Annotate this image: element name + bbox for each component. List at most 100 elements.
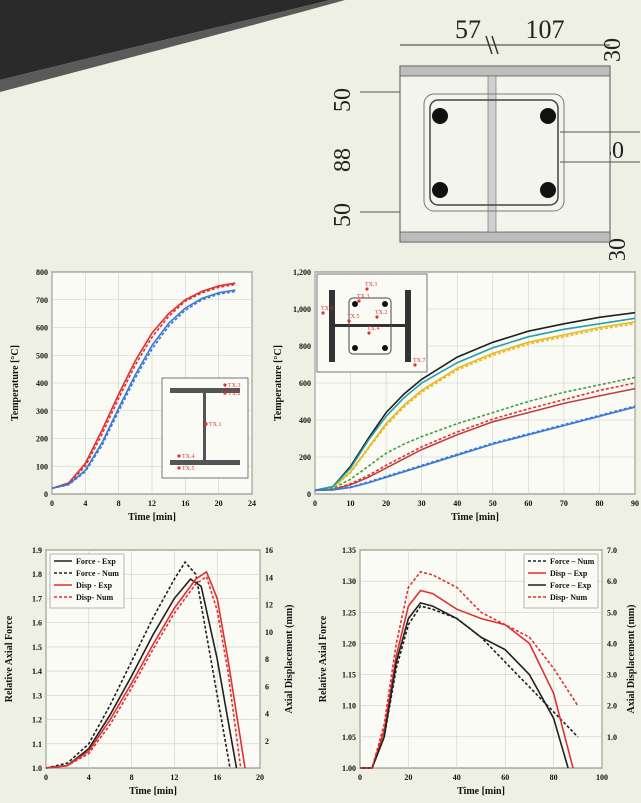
y-axis-label: Temperature [°C]	[273, 345, 284, 421]
x-tick-label: 60	[524, 499, 532, 508]
y-tick-label: 200	[36, 435, 48, 444]
legend-label: Disp - Exp	[76, 581, 113, 590]
thermocouple-label: TX.6	[321, 306, 334, 312]
x-tick-label: 8	[130, 773, 134, 782]
thermocouple-marker	[413, 363, 417, 367]
thermocouple-marker	[204, 422, 208, 426]
x-tick-label: 0	[50, 499, 54, 508]
thermocouple-marker	[177, 466, 181, 470]
series-line	[314, 311, 636, 492]
y2-tick-label: 4	[265, 710, 269, 719]
chart-axial-force-2: 0 20 40 60 80 100 1.00 1.05 1.10 1.15 1.20 1.25 1.30…	[318, 546, 637, 797]
thermocouple-marker	[321, 311, 325, 315]
legend-label: Force - Exp	[76, 557, 116, 566]
thermocouple-label: TX.4	[182, 454, 195, 460]
series-line	[360, 601, 569, 769]
x-tick-label: 20	[256, 773, 264, 782]
y-tick-label: 1.8	[32, 570, 42, 579]
inset-rebar	[352, 301, 358, 307]
y2-tick-label: 4.0	[607, 639, 617, 648]
y-tick-label: 800	[299, 342, 311, 351]
inset-web	[203, 393, 206, 460]
y2-tick-label: 2.0	[607, 702, 617, 711]
legend-label: Force – Exp	[550, 581, 592, 590]
y-tick-label: 1.05	[342, 733, 356, 742]
series-line	[51, 282, 236, 490]
series-line	[45, 578, 238, 769]
y-tick-label: 1.30	[342, 577, 356, 586]
x-tick-label: 16	[181, 499, 189, 508]
thermocouple-marker	[223, 391, 227, 395]
y-tick-label: 1.9	[32, 546, 42, 555]
x-tick-label: 4	[83, 499, 87, 508]
x-tick-label: 60	[501, 773, 509, 782]
x-tick-label: 10	[347, 499, 355, 508]
y2-tick-label: 8	[265, 655, 269, 664]
inset-rebar	[382, 301, 388, 307]
y2-tick-label: 1.0	[607, 733, 617, 742]
inset-flange-bottom	[170, 460, 240, 465]
x-tick-label: 100	[596, 773, 608, 782]
x-tick-label: 20	[382, 499, 390, 508]
y2-tick-label: 5.0	[607, 608, 617, 617]
legend-label: Disp- Num	[76, 593, 113, 602]
thermocouple-label: TX.3	[228, 383, 241, 389]
y-tick-label: 1.7	[32, 594, 42, 603]
y-tick-label: 1.4	[32, 667, 42, 676]
series-line	[360, 589, 574, 769]
y-tick-label: 200	[299, 453, 311, 462]
dim-top-2: 107	[526, 15, 565, 44]
y-axis-label: Relative Axial Force	[318, 615, 329, 702]
x-tick-label: 40	[453, 499, 461, 508]
thermocouple-label: TX.7	[413, 358, 426, 364]
y-tick-label: 800	[36, 268, 48, 277]
y2-tick-label: 6.0	[607, 577, 617, 586]
x-axis-label: Time [min]	[128, 512, 176, 523]
y-tick-label: 0	[307, 490, 311, 499]
y2-tick-label: 6	[265, 682, 269, 691]
y2-tick-label: 7.0	[607, 546, 617, 555]
series-line	[314, 376, 636, 492]
y-tick-label: 500	[36, 351, 48, 360]
y-tick-label: 300	[36, 407, 48, 416]
y-tick-label: 1.15	[342, 671, 356, 680]
thermocouple-marker	[367, 331, 371, 335]
y-tick-label: 0	[44, 490, 48, 499]
y-tick-label: 1.00	[342, 764, 356, 773]
thermocouple-label: TX.2	[228, 391, 241, 397]
thermocouple-marker	[223, 383, 227, 387]
y-tick-label: 1.10	[342, 702, 356, 711]
y2-tick-label: 16	[265, 546, 273, 555]
legend-label: Disp- Num	[550, 593, 587, 602]
y-tick-label: 1.25	[342, 608, 356, 617]
x-axis-label: Time [min]	[457, 786, 505, 797]
y-tick-label: 600	[36, 324, 48, 333]
x-tick-label: 0	[313, 499, 317, 508]
series-line	[45, 570, 246, 769]
y-tick-label: 1.2	[32, 716, 42, 725]
series-line	[45, 560, 231, 769]
legend-box	[523, 553, 599, 609]
inset-rebar	[352, 345, 358, 351]
y2-tick-label: 10	[265, 628, 273, 637]
thermocouple-label: TX.5	[347, 314, 360, 320]
y-axis-label: Temperature [°C]	[10, 345, 21, 421]
y2-axis-label: Axial Displacement (mm)	[284, 605, 295, 714]
x-axis-label: Time [min]	[129, 786, 177, 797]
x-tick-label: 0	[44, 773, 48, 782]
thermocouple-label: TX.3	[357, 294, 370, 300]
thermocouple-marker	[357, 299, 361, 303]
dim-left-3: 50	[330, 203, 356, 227]
y-tick-label: 1.3	[32, 691, 42, 700]
x-tick-label: 80	[550, 773, 558, 782]
dim-left-2: 88	[330, 148, 356, 172]
thermocouple-label: TX.1	[209, 422, 222, 428]
y-tick-label: 1,000	[293, 305, 311, 314]
y2-tick-label: 14	[265, 573, 273, 582]
y2-axis-label: Axial Displacement (mm)	[626, 605, 637, 714]
x-tick-label: 4	[87, 773, 91, 782]
thermocouple-marker	[375, 315, 379, 319]
thermocouple-marker	[347, 319, 351, 323]
legend-label: Force - Num	[76, 569, 119, 578]
